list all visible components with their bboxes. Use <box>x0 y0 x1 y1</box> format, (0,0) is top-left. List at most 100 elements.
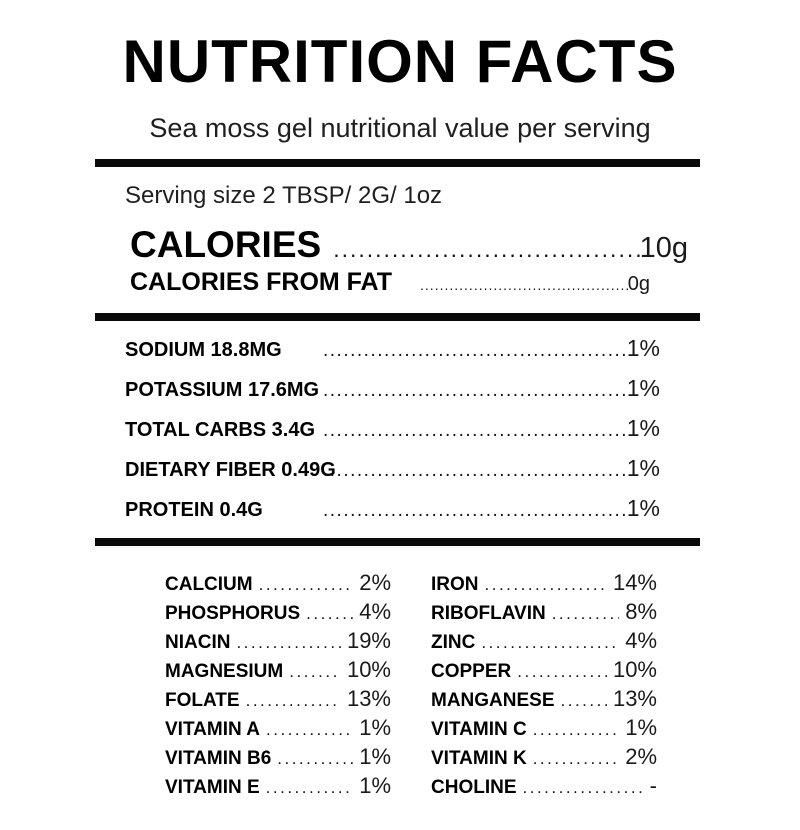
nutrient-value: 10% <box>612 657 657 682</box>
micronutrient-columns: CALCIUM ................................… <box>165 570 800 802</box>
calories-from-fat-dot-leader: ........................................… <box>420 277 628 293</box>
nutrient-value: 13% <box>612 686 657 711</box>
dot-leader: ........................................… <box>289 662 341 681</box>
dot-leader: ........................................… <box>522 778 644 797</box>
nutrient-row: MANGANESE ..............................… <box>431 686 657 715</box>
nutrient-value: 14% <box>612 570 657 595</box>
nutrient-row: PHOSPHORUS .............................… <box>165 599 391 628</box>
dot-leader: ........................................… <box>265 778 354 797</box>
calories-value: 10g <box>639 232 688 264</box>
subtitle: Sea moss gel nutritional value per servi… <box>149 113 651 143</box>
nutrient-row: RIBOFLAVIN .............................… <box>431 599 657 628</box>
nutrient-row: IRON ...................................… <box>431 570 657 599</box>
nutrient-value: 8% <box>625 599 657 624</box>
divider-bar-top <box>95 159 700 167</box>
nutrient-label: FOLATE <box>165 690 240 711</box>
nutrient-label: CHOLINE <box>431 777 517 798</box>
nutrient-row: DIETARY FIBER 0.49G ....................… <box>125 455 660 482</box>
nutrient-row: PROTEIN 0.4G ...........................… <box>125 495 660 522</box>
divider-bar-bottom <box>95 538 700 546</box>
nutrient-label: VITAMIN K <box>431 748 527 769</box>
calories-row: CALORIES ...............................… <box>130 224 688 266</box>
nutrient-label: MAGNESIUM <box>165 661 284 682</box>
nutrient-row: MAGNESIUM ..............................… <box>165 657 391 686</box>
nutrient-label: NIACIN <box>165 632 231 653</box>
nutrient-value: 4% <box>359 599 391 624</box>
nutrient-row: VITAMIN B6 .............................… <box>165 744 391 773</box>
dot-leader: ........................................… <box>258 575 354 594</box>
nutrient-value: 2% <box>625 744 657 769</box>
dot-leader: ........................................… <box>484 575 607 594</box>
nutrient-label: VITAMIN B6 <box>165 748 272 769</box>
calories-from-fat-row: CALORIES FROM FAT ......................… <box>130 268 650 297</box>
nutrition-label: NUTRITION FACTS Sea moss gel nutritional… <box>0 30 800 830</box>
nutrient-value: 1% <box>359 715 391 740</box>
nutrient-row: VITAMIN K ..............................… <box>431 744 657 773</box>
divider-bar-middle <box>95 313 700 321</box>
dot-leader: ........................................… <box>236 633 341 652</box>
nutrient-value: 10% <box>346 657 391 682</box>
serving-size-text: Serving size 2 TBSP/ 2G/ 1oz <box>125 182 443 209</box>
dot-leader: ........................................… <box>266 720 353 739</box>
nutrient-label: TOTAL CARBS 3.4G <box>125 419 316 441</box>
dot-leader: ........................................… <box>560 691 607 710</box>
nutrient-label: RIBOFLAVIN <box>431 603 546 624</box>
nutrient-row: SODIUM 18.8MG ..........................… <box>125 335 660 362</box>
micronutrient-column-left: CALCIUM ................................… <box>165 570 391 802</box>
dot-leader: ........................................… <box>323 460 627 481</box>
calories-from-fat-label: CALORIES FROM FAT <box>130 268 393 296</box>
calories-label: CALORIES <box>130 224 322 265</box>
nutrient-label: VITAMIN A <box>165 719 260 740</box>
nutrient-value: - <box>649 773 657 798</box>
nutrient-row: FOLATE .................................… <box>165 686 391 715</box>
nutrient-value: 13% <box>346 686 391 711</box>
nutrient-label: COPPER <box>431 661 512 682</box>
nutrient-label: VITAMIN C <box>431 719 527 740</box>
nutrient-label: DIETARY FIBER 0.49G <box>125 459 336 481</box>
dot-leader: ........................................… <box>323 420 627 441</box>
macro-nutrient-list: SODIUM 18.8MG ..........................… <box>125 335 660 522</box>
nutrient-row: COPPER .................................… <box>431 657 657 686</box>
dot-leader: ........................................… <box>532 749 620 768</box>
nutrient-value: 1% <box>626 375 660 401</box>
nutrient-row: VITAMIN C ..............................… <box>431 715 657 744</box>
dot-leader: ........................................… <box>532 720 620 739</box>
nutrient-row: POTASSIUM 17.6MG .......................… <box>125 375 660 402</box>
calories-dot-leader: ........................................… <box>333 236 640 262</box>
dot-leader: ........................................… <box>323 500 627 521</box>
dot-leader: ........................................… <box>551 604 620 623</box>
nutrient-value: 1% <box>626 415 660 441</box>
nutrient-value: 1% <box>359 773 391 798</box>
nutrient-label: MANGANESE <box>431 690 555 711</box>
nutrient-value: 1% <box>626 335 660 361</box>
dot-leader: ........................................… <box>481 633 620 652</box>
nutrient-label: CALCIUM <box>165 574 253 595</box>
nutrient-value: 1% <box>626 495 660 521</box>
nutrient-label: VITAMIN E <box>165 777 260 798</box>
dot-leader: ........................................… <box>323 380 627 401</box>
nutrient-row: NIACIN .................................… <box>165 628 391 657</box>
nutrient-label: SODIUM 18.8MG <box>125 339 282 361</box>
nutrient-value: 1% <box>626 455 660 481</box>
nutrient-value: 4% <box>625 628 657 653</box>
dot-leader: ........................................… <box>323 340 627 361</box>
nutrient-label: POTASSIUM 17.6MG <box>125 379 320 401</box>
calories-from-fat-value: 0g <box>627 273 650 295</box>
nutrient-label: IRON <box>431 574 479 595</box>
nutrient-row: VITAMIN E ..............................… <box>165 773 391 802</box>
nutrient-row: CALCIUM ................................… <box>165 570 391 599</box>
dot-leader: ........................................… <box>277 749 353 768</box>
dot-leader: ........................................… <box>517 662 607 681</box>
nutrient-value: 1% <box>625 715 657 740</box>
nutrient-row: ZINC ...................................… <box>431 628 657 657</box>
nutrient-label: PHOSPHORUS <box>165 603 301 624</box>
page-title: NUTRITION FACTS <box>122 28 678 95</box>
nutrient-row: VITAMIN A ..............................… <box>165 715 391 744</box>
nutrient-label: ZINC <box>431 632 476 653</box>
nutrient-value: 2% <box>359 570 391 595</box>
nutrient-row: TOTAL CARBS 3.4G .......................… <box>125 415 660 442</box>
nutrient-value: 19% <box>346 628 391 653</box>
micronutrient-column-right: IRON ...................................… <box>431 570 657 802</box>
nutrient-row: CHOLINE ................................… <box>431 773 657 802</box>
nutrient-label: PROTEIN 0.4G <box>125 499 263 521</box>
